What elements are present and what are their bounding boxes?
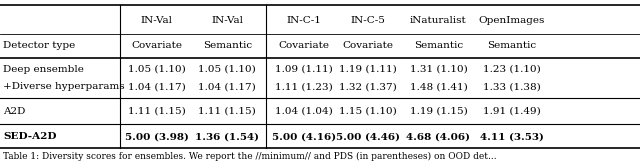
Text: 1.32 (1.37): 1.32 (1.37) — [339, 82, 397, 91]
Text: A2D: A2D — [3, 107, 26, 116]
Text: 1.04 (1.17): 1.04 (1.17) — [198, 82, 256, 91]
Text: 1.11 (1.15): 1.11 (1.15) — [198, 107, 256, 116]
Text: 1.23 (1.10): 1.23 (1.10) — [483, 65, 541, 74]
Text: IN-C-5: IN-C-5 — [351, 16, 385, 25]
Text: Covariate: Covariate — [131, 41, 182, 50]
Text: Detector type: Detector type — [3, 41, 76, 50]
Text: 1.11 (1.15): 1.11 (1.15) — [128, 107, 186, 116]
Text: 1.04 (1.17): 1.04 (1.17) — [128, 82, 186, 91]
Text: 1.09 (1.11): 1.09 (1.11) — [275, 65, 333, 74]
Text: Covariate: Covariate — [278, 41, 330, 50]
Text: IN-Val: IN-Val — [211, 16, 243, 25]
Text: 1.19 (1.11): 1.19 (1.11) — [339, 65, 397, 74]
Text: 5.00 (4.46): 5.00 (4.46) — [336, 132, 400, 141]
Text: 1.05 (1.10): 1.05 (1.10) — [198, 65, 256, 74]
Text: 1.19 (1.15): 1.19 (1.15) — [410, 107, 467, 116]
Text: iNaturalist: iNaturalist — [410, 16, 467, 25]
Text: 1.48 (1.41): 1.48 (1.41) — [410, 82, 467, 91]
Text: Covariate: Covariate — [342, 41, 394, 50]
Text: 1.04 (1.04): 1.04 (1.04) — [275, 107, 333, 116]
Text: Semantic: Semantic — [414, 41, 463, 50]
Text: 4.11 (3.53): 4.11 (3.53) — [480, 132, 544, 141]
Text: 5.00 (3.98): 5.00 (3.98) — [125, 132, 189, 141]
Text: Deep ensemble: Deep ensemble — [3, 65, 84, 74]
Text: +Diverse hyperparams: +Diverse hyperparams — [3, 82, 125, 91]
Text: Semantic: Semantic — [203, 41, 252, 50]
Text: SED-A2D: SED-A2D — [3, 132, 57, 141]
Text: 1.33 (1.38): 1.33 (1.38) — [483, 82, 541, 91]
Text: 1.11 (1.23): 1.11 (1.23) — [275, 82, 333, 91]
Text: 1.31 (1.10): 1.31 (1.10) — [410, 65, 467, 74]
Text: 4.68 (4.06): 4.68 (4.06) — [406, 132, 470, 141]
Text: 5.00 (4.16): 5.00 (4.16) — [272, 132, 336, 141]
Text: Semantic: Semantic — [488, 41, 536, 50]
Text: Table 1: Diversity scores for ensembles. We report the //minimum// and PDS (in p: Table 1: Diversity scores for ensembles.… — [3, 152, 497, 161]
Text: IN-C-1: IN-C-1 — [287, 16, 321, 25]
Text: 1.15 (1.10): 1.15 (1.10) — [339, 107, 397, 116]
Text: IN-Val: IN-Val — [141, 16, 173, 25]
Text: 1.36 (1.54): 1.36 (1.54) — [195, 132, 259, 141]
Text: 1.05 (1.10): 1.05 (1.10) — [128, 65, 186, 74]
Text: 1.91 (1.49): 1.91 (1.49) — [483, 107, 541, 116]
Text: OpenImages: OpenImages — [479, 16, 545, 25]
